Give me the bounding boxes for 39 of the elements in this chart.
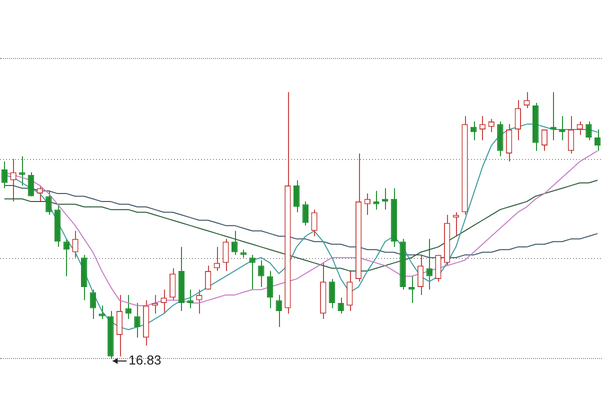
candlestick [19,156,26,186]
candlestick [170,268,176,301]
annotation: 16.83 [128,352,162,368]
candlestick [232,230,238,256]
candlestick [90,289,96,320]
candlestick [46,190,52,216]
candlestick [328,278,336,309]
candlestick [426,238,432,290]
candlestick [160,289,167,314]
candlestick [302,201,309,226]
candlestick [222,238,229,272]
candlestick [479,116,486,141]
candlestick [36,185,43,202]
candlestick [28,172,34,197]
candlestick [514,100,521,141]
candlestick [435,254,442,282]
candlestick [293,180,300,213]
candlestick [417,254,424,296]
candlestick [1,161,8,189]
candlestick [586,121,592,141]
candlestick [196,289,202,314]
candlestick [134,302,140,338]
candlestick [258,260,264,288]
candlestick [266,270,274,309]
candlestick [311,209,318,237]
candlestick [214,246,220,272]
candlestick [506,124,512,162]
candlestick [204,265,212,290]
candlestick [10,158,16,202]
candlestick [346,270,353,312]
candlestick [98,305,105,320]
candlestick [524,92,530,109]
candlestick [63,238,70,277]
candlestick [568,116,574,154]
candlestick [116,294,123,357]
candlestick [72,230,78,258]
candlestick [276,294,282,328]
candlestick [249,254,256,290]
candlestick [541,129,548,152]
